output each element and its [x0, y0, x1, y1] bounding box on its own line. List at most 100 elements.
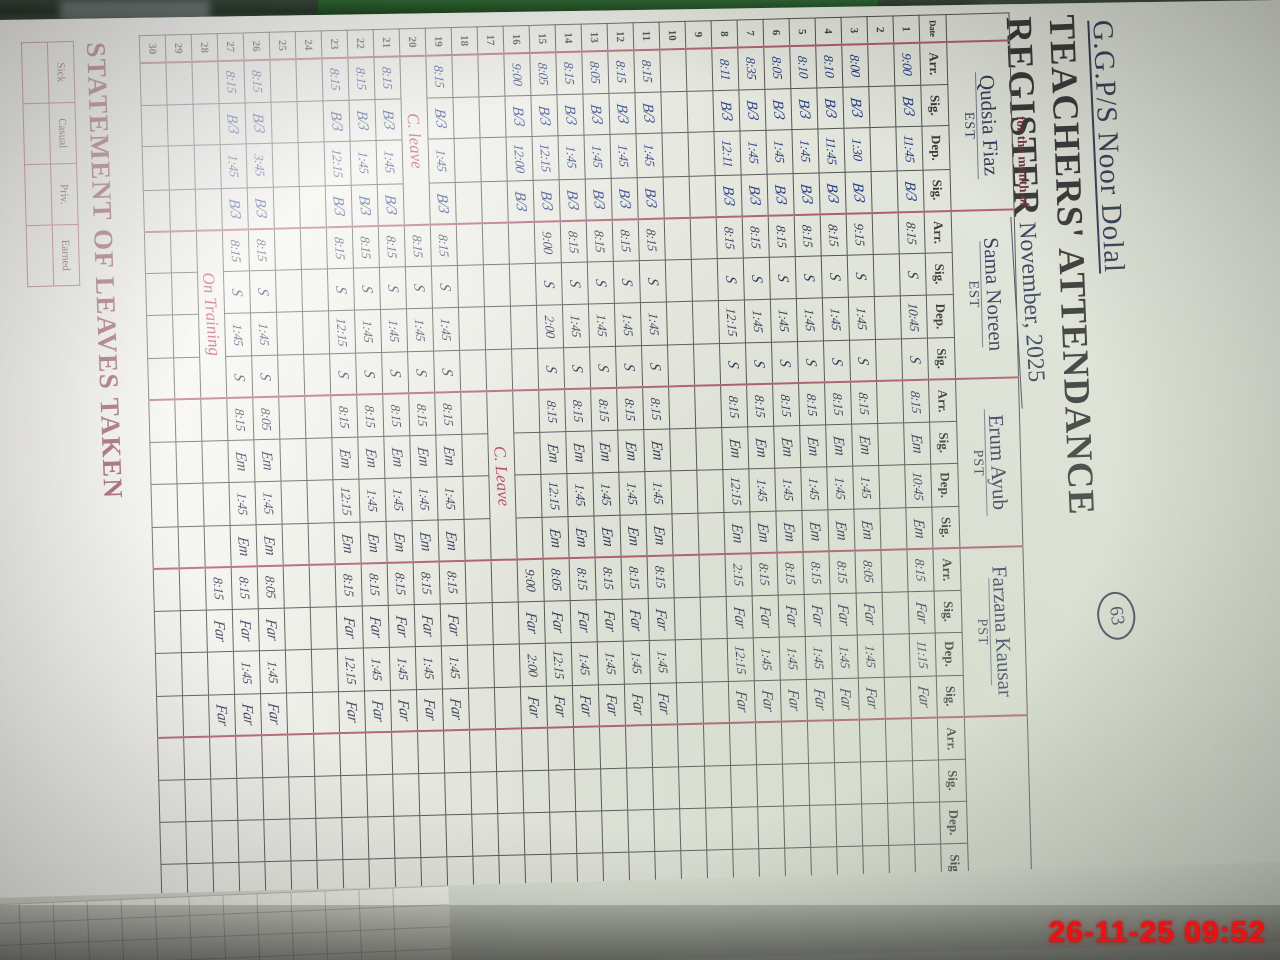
attendance-cell: Far — [206, 609, 234, 652]
attendance-value: Em — [388, 446, 407, 468]
attendance-cell — [452, 96, 481, 139]
attendance-cell: 8:15 — [413, 561, 441, 605]
attendance-cell: Em — [360, 521, 388, 564]
attendance-value: 8:15 — [639, 59, 657, 83]
date-cell: 25 — [269, 31, 296, 60]
attendance-value: 8:15 — [778, 393, 795, 417]
attendance-value: 10:45 — [905, 302, 923, 332]
spare-cell — [833, 719, 861, 763]
subheader-sig: Sig. — [923, 169, 952, 212]
attendance-value: 8:15 — [210, 577, 228, 601]
attendance-cell: 1:45 — [644, 470, 672, 515]
date-cell: 16 — [503, 25, 530, 54]
attendance-value: 12:15 — [550, 649, 568, 679]
teacher-name: Qudsia Fiaz — [974, 74, 1004, 177]
attendance-value: B/3 — [849, 181, 868, 203]
spare-cell — [289, 817, 317, 862]
attendance-cell: 12:15 — [727, 637, 755, 682]
statement-title: STATEMENT OF LEAVES TAKEN — [80, 41, 129, 500]
leave-note: C. Leave — [490, 444, 515, 507]
attendance-cell — [172, 314, 200, 359]
spare-cell — [859, 719, 887, 762]
attendance-cell — [465, 560, 493, 604]
attendance-value: B/3 — [537, 189, 556, 211]
attendance-value: 1:45 — [589, 145, 607, 169]
date-cell: 24 — [295, 30, 322, 60]
attendance-cell — [484, 306, 512, 350]
attendance-cell: 9:15 — [846, 212, 874, 256]
attendance-cell: 8:15 — [772, 383, 800, 427]
attendance-value: 1:45 — [369, 657, 386, 681]
attendance-cell: Em — [773, 425, 801, 468]
attendance-cell: Far — [336, 605, 364, 649]
attendance-value: Far — [212, 703, 232, 727]
attendance-value: 8:15 — [613, 60, 631, 84]
attendance-value: Far — [654, 692, 674, 716]
attendance-cell: Em — [256, 524, 284, 567]
attendance-value: S — [412, 368, 430, 377]
spare-cell — [340, 774, 368, 818]
attendance-cell: S — [563, 347, 591, 390]
attendance-value: Em — [338, 532, 357, 554]
attendance-cell: 8:15 — [425, 55, 453, 98]
attendance-value: 8:15 — [782, 562, 800, 586]
attendance-value: S — [854, 356, 872, 366]
attendance-value: B/3 — [355, 194, 375, 216]
attendance-cell — [300, 227, 328, 270]
attendance-value: Em — [648, 439, 667, 461]
attendance-cell: B/3 — [738, 89, 766, 132]
attendance-value: 8:15 — [561, 61, 579, 85]
spare-cell — [366, 774, 394, 817]
date-cell: 20 — [399, 28, 426, 57]
spare-cell — [261, 734, 289, 778]
attendance-cell: 8:15 — [612, 218, 640, 262]
attendance-cell: B/3 — [793, 172, 821, 215]
attendance-cell: 1:45 — [635, 133, 664, 178]
attendance-cell: Far — [440, 603, 468, 646]
attendance-cell: 12:15 — [718, 299, 746, 344]
attendance-cell — [481, 180, 509, 223]
attendance-cell: S — [537, 347, 565, 391]
attendance-value: 8:10 — [795, 55, 813, 79]
attendance-value: 1:45 — [802, 308, 819, 332]
spare-cell — [547, 727, 575, 771]
attendance-value: 8:15 — [825, 223, 843, 247]
attendance-value: 1:45 — [602, 651, 620, 675]
attendance-cell: S — [381, 352, 409, 395]
attendance-cell: 1:45 — [848, 296, 876, 341]
attendance-cell — [148, 399, 176, 443]
attendance-cell: S — [719, 343, 747, 386]
attendance-cell — [670, 469, 698, 514]
attendance-cell: 1:45 — [571, 641, 599, 686]
attendance-value: Far — [548, 610, 568, 634]
subheader-sig: Sig. — [920, 84, 949, 127]
attendance-cell: 8:15 — [404, 224, 432, 268]
attendance-value: Far — [444, 613, 464, 636]
attendance-cell: B/3 — [559, 178, 587, 221]
attendance-cell: B/3 — [819, 171, 847, 215]
attendance-value: 1:45 — [412, 318, 429, 342]
attendance-cell: B/3 — [842, 86, 870, 129]
attendance-cell — [511, 348, 539, 391]
attendance-cell: 8:15 — [828, 550, 857, 594]
attendance-cell: 1:45 — [623, 640, 651, 685]
date-column-header: Date — [918, 14, 947, 43]
attendance-value: Far — [628, 693, 648, 716]
attendance-cell: Em — [643, 429, 671, 472]
attendance-cell — [874, 295, 902, 340]
attendance-cell — [143, 189, 171, 232]
attendance-cell — [276, 311, 304, 356]
attendance-cell: Far — [726, 595, 754, 639]
spare-cell — [809, 804, 837, 848]
attendance-value: Em — [754, 521, 773, 543]
attendance-cell: B/3 — [894, 84, 922, 128]
attendance-value: 12:15 — [338, 486, 356, 516]
attendance-value: 8:15 — [747, 225, 765, 249]
spare-cell — [599, 725, 627, 769]
attendance-value: B/3 — [771, 183, 790, 205]
attendance-cell: 12:15 — [328, 310, 356, 355]
attendance-cell: S — [589, 346, 617, 389]
attendance-value: Em — [416, 530, 435, 552]
attendance-cell: S — [355, 352, 383, 396]
attendance-cell: B/3 — [507, 179, 535, 223]
